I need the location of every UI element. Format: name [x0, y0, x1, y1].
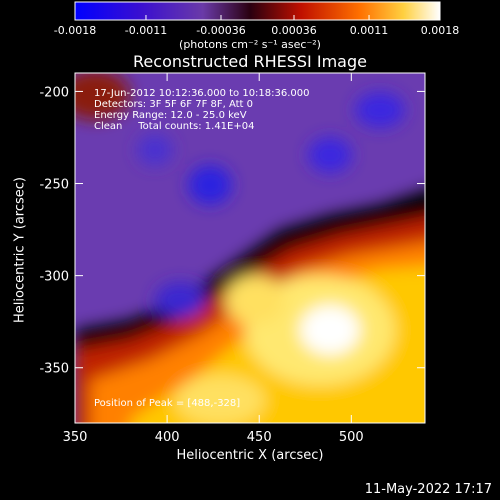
colorbar-ticks: -0.0018 -0.0011 -0.00036 0.00036 0.0011 0.001…: [54, 15, 459, 37]
x-axis-label: Heliocentric X (arcsec): [176, 448, 324, 463]
y-tick-label: -200: [39, 85, 69, 100]
x-tick-label: 500: [339, 430, 364, 445]
peak-position-label: Position of Peak = [488,-328]: [94, 398, 241, 409]
chart-title: Reconstructed RHESSI Image: [133, 52, 367, 71]
y-tick-label: -350: [39, 362, 69, 377]
y-tick-label: -300: [39, 270, 69, 285]
y-tick-label: -250: [39, 178, 69, 193]
x-tick-label: 450: [247, 430, 272, 445]
colorbar-tick-label: 0.00036: [271, 24, 317, 37]
heatmap-image: [75, 73, 425, 423]
axis-ticks: 350 400 450 500 -200 -250 -300 -350: [39, 73, 425, 445]
colorbar-tick-label: -0.0011: [125, 24, 167, 37]
colorbar-unit-label: (photons cm⁻² s⁻¹ asec⁻²): [179, 38, 321, 51]
colorbar-tick-label: 0.0011: [350, 24, 389, 37]
colorbar: -0.0018 -0.0011 -0.00036 0.00036 0.0011 0.001…: [54, 1, 459, 37]
x-tick-label: 400: [155, 430, 180, 445]
x-tick-label: 350: [63, 430, 88, 445]
footer-date: 11-May-2022 17:17: [364, 482, 492, 497]
annotation-block: 17-Jun-2012 10:12:36.000 to 10:18:36.000…: [94, 88, 310, 132]
y-axis-label: Heliocentric Y (arcsec): [12, 177, 28, 323]
colorbar-tick-label: -0.0018: [54, 24, 96, 37]
colorbar-tick-label: 0.0018: [421, 24, 460, 37]
plot-frame: [74, 72, 426, 424]
annotation-time-range: 17-Jun-2012 10:12:36.000 to 10:18:36.000: [94, 88, 310, 99]
annotation-detectors: Detectors: 3F 5F 6F 7F 8F, Att 0: [94, 99, 254, 110]
annotation-energy-range: Energy Range: 12.0 - 25.0 keV: [94, 110, 247, 121]
annotation-total-counts: Clean Total counts: 1.41E+04: [94, 121, 255, 132]
colorbar-tick-label: -0.00036: [196, 24, 245, 37]
colorbar-gradient: [74, 1, 441, 21]
